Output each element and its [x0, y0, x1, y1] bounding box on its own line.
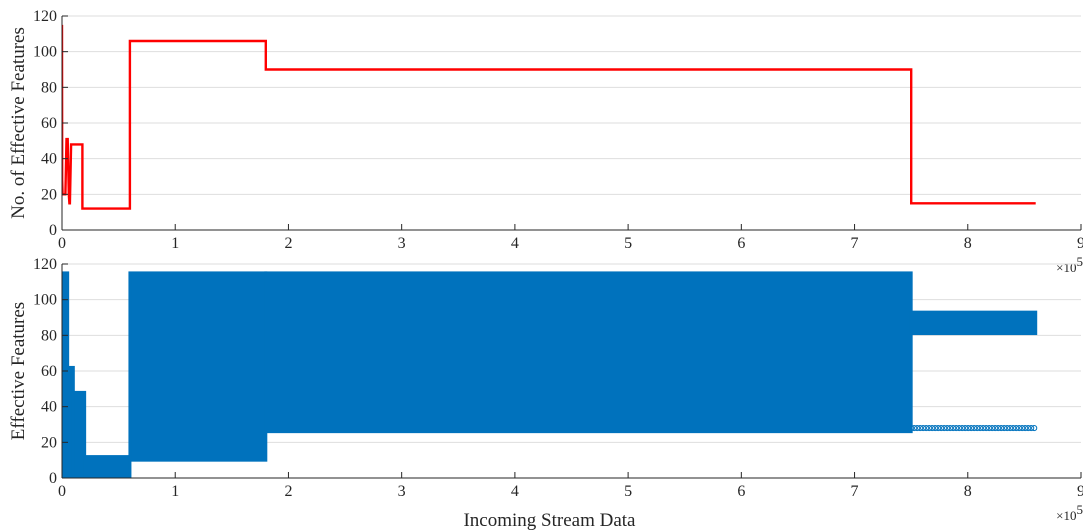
scatter-point [977, 424, 984, 432]
top-y-tick-label: 100 [33, 44, 57, 61]
top-x-tick-label: 4 [511, 235, 519, 252]
scatter-point [941, 424, 948, 432]
top-x-tick-label: 1 [171, 235, 179, 252]
scatter-point [1016, 424, 1023, 432]
top-x-tick-label: 0 [58, 235, 66, 252]
scatter-band [83, 455, 132, 478]
scatter-point [980, 424, 987, 432]
scatter-point [917, 424, 924, 432]
scatter-point [986, 424, 993, 432]
bottom-y-tick-label: 80 [41, 327, 57, 344]
scatter-point [959, 424, 966, 432]
top-y-tick-label: 60 [41, 115, 57, 132]
scatter-point [962, 424, 969, 432]
scatter-point [1013, 424, 1020, 432]
top-y-axis-label: No. of Effective Features [8, 27, 29, 219]
scatter-point [1031, 424, 1038, 432]
top-data [62, 24, 1036, 210]
top-y-tick-label: 80 [41, 79, 57, 96]
scatter-point [932, 424, 939, 432]
scatter-point [935, 424, 942, 432]
scatter-point [983, 424, 990, 432]
scatter-point [995, 424, 1002, 432]
scatter-point [1007, 424, 1014, 432]
scatter-point [938, 424, 945, 432]
bottom-x-tick-label: 9 [1077, 483, 1083, 500]
bottom-y-tick-label: 120 [33, 256, 57, 273]
scatter-point [1025, 424, 1032, 432]
bottom-x-tick-label: 4 [511, 483, 519, 500]
bottom-x-tick-label: 7 [851, 483, 859, 500]
scatter-point [968, 424, 975, 432]
bottom-x-tick-label: 1 [171, 483, 179, 500]
scatter-point [956, 424, 963, 432]
scatter-point [992, 424, 999, 432]
scatter-point [914, 424, 921, 432]
bottom-panel: 0 20 40 60 80 100 120 0 1 2 3 4 5 6 7 8 9 ×105 Effective F… [8, 256, 1083, 531]
bottom-x-tick-label: 3 [398, 483, 406, 500]
scatter-point [965, 424, 972, 432]
top-x-tick-label: 8 [964, 235, 972, 252]
scatter-point [929, 424, 936, 432]
bottom-x-tick-label: 6 [737, 483, 745, 500]
bottom-y-axis-label: Effective Features [8, 302, 29, 440]
top-y-tick-label: 40 [41, 151, 57, 168]
scatter-point [998, 424, 1005, 432]
top-y-tick-label: 20 [41, 186, 57, 203]
bottom-y-tick-label: 0 [49, 470, 57, 487]
bottom-x-tick-label: 0 [58, 483, 66, 500]
bottom-data [62, 271, 1038, 478]
top-y-tick-label: 120 [33, 8, 57, 25]
scatter-point [1028, 424, 1035, 432]
scatter-band [264, 271, 913, 434]
scatter-point [1019, 424, 1026, 432]
scatter-point [923, 424, 930, 432]
bottom-x-tick-label: 8 [964, 483, 972, 500]
effective-features-line [62, 24, 1036, 210]
scatter-point [944, 424, 951, 432]
scatter-point [950, 424, 957, 432]
top-x-tick-label: 6 [737, 235, 745, 252]
scatter-point [1001, 424, 1008, 432]
scatter-band [71, 390, 87, 478]
scatter-point [926, 424, 933, 432]
bottom-y-tick-label: 20 [41, 434, 57, 451]
top-x-tick-label: 9 [1077, 235, 1083, 252]
bottom-x-tick-label: 2 [284, 483, 292, 500]
bottom-x-tick-label: 5 [624, 483, 632, 500]
scatter-band [909, 310, 1038, 336]
scatter-point [1022, 424, 1029, 432]
bottom-x-axis-label: Incoming Stream Data [463, 510, 636, 531]
scatter-point [911, 424, 918, 432]
bottom-y-tick-label: 100 [33, 292, 57, 309]
top-x-tick-label: 2 [284, 235, 292, 252]
bottom-y-tick-label: 60 [41, 363, 57, 380]
top-x-tick-label: 5 [624, 235, 632, 252]
top-x-tick-label: 7 [851, 235, 859, 252]
scatter-point [989, 424, 996, 432]
scatter-point [947, 424, 954, 432]
scatter-point [908, 424, 915, 432]
scatter-point [971, 424, 978, 432]
bottom-x-exponent: ×105 [1056, 502, 1083, 523]
top-x-tick-label: 3 [398, 235, 406, 252]
scatter-point [1004, 424, 1011, 432]
scatter-point [953, 424, 960, 432]
top-y-tick-label: 0 [49, 222, 57, 239]
scatter-point [920, 424, 927, 432]
bottom-y-tick-label: 40 [41, 399, 57, 416]
scatter-band [128, 271, 268, 462]
scatter-point [1010, 424, 1017, 432]
scatter-point [974, 424, 981, 432]
